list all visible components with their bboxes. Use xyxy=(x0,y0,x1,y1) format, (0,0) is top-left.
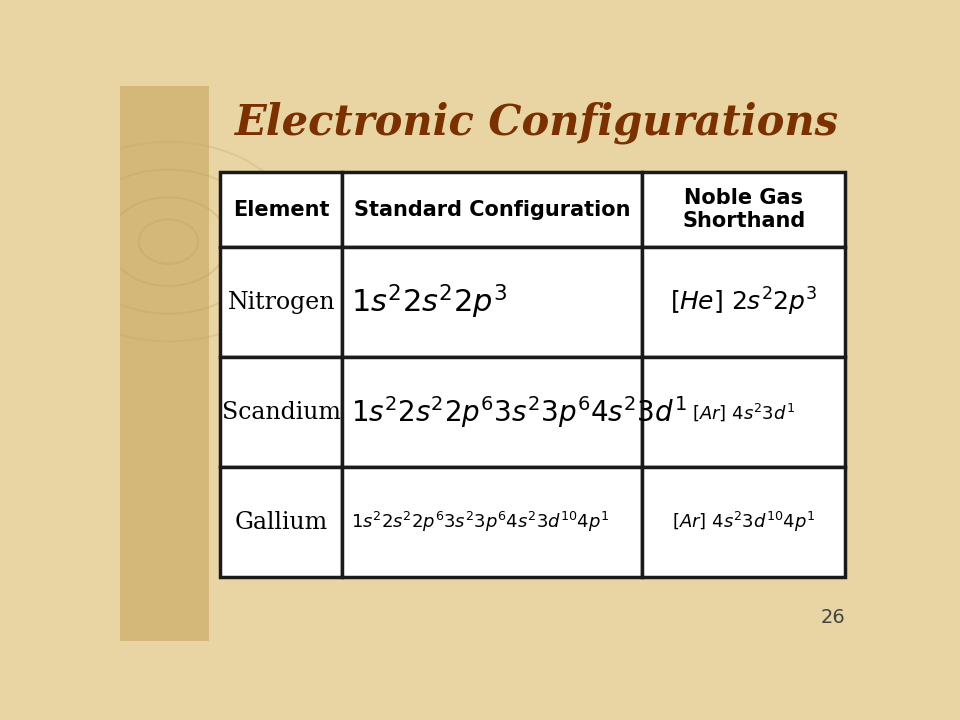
Bar xyxy=(343,467,642,577)
Text: $[Ar]\ 4s^23d^{10}4p^1$: $[Ar]\ 4s^23d^{10}4p^1$ xyxy=(672,510,815,534)
Text: $[He]\ 2s^22p^3$: $[He]\ 2s^22p^3$ xyxy=(670,286,818,318)
Bar xyxy=(343,247,642,357)
Text: $1s^22s^22p^3$: $1s^22s^22p^3$ xyxy=(351,283,508,321)
Text: Scandium: Scandium xyxy=(222,400,341,423)
Bar xyxy=(221,357,343,467)
Text: Element: Element xyxy=(233,199,329,220)
Bar xyxy=(221,172,343,247)
Bar xyxy=(642,247,846,357)
Text: Gallium: Gallium xyxy=(235,510,328,534)
Text: Nitrogen: Nitrogen xyxy=(228,291,335,314)
Bar xyxy=(642,357,846,467)
Bar xyxy=(120,86,209,641)
Text: Standard Configuration: Standard Configuration xyxy=(354,199,631,220)
Text: 26: 26 xyxy=(821,608,846,627)
Bar xyxy=(221,247,343,357)
Bar xyxy=(221,467,343,577)
Text: Noble Gas
Shorthand: Noble Gas Shorthand xyxy=(683,188,805,231)
Bar xyxy=(642,172,846,247)
Text: $1s^22s^22p^63s^23p^64s^23d^{10}4p^1$: $1s^22s^22p^63s^23p^64s^23d^{10}4p^1$ xyxy=(351,510,610,534)
Bar xyxy=(642,467,846,577)
Text: Electronic Configurations: Electronic Configurations xyxy=(234,102,839,144)
Bar xyxy=(343,172,642,247)
Text: $[Ar]\ 4s^23d^1$: $[Ar]\ 4s^23d^1$ xyxy=(692,401,795,423)
Bar xyxy=(343,357,642,467)
Text: $1s^22s^22p^6 3s^23p^6 4s^23d^1$: $1s^22s^22p^6 3s^23p^6 4s^23d^1$ xyxy=(351,394,687,430)
